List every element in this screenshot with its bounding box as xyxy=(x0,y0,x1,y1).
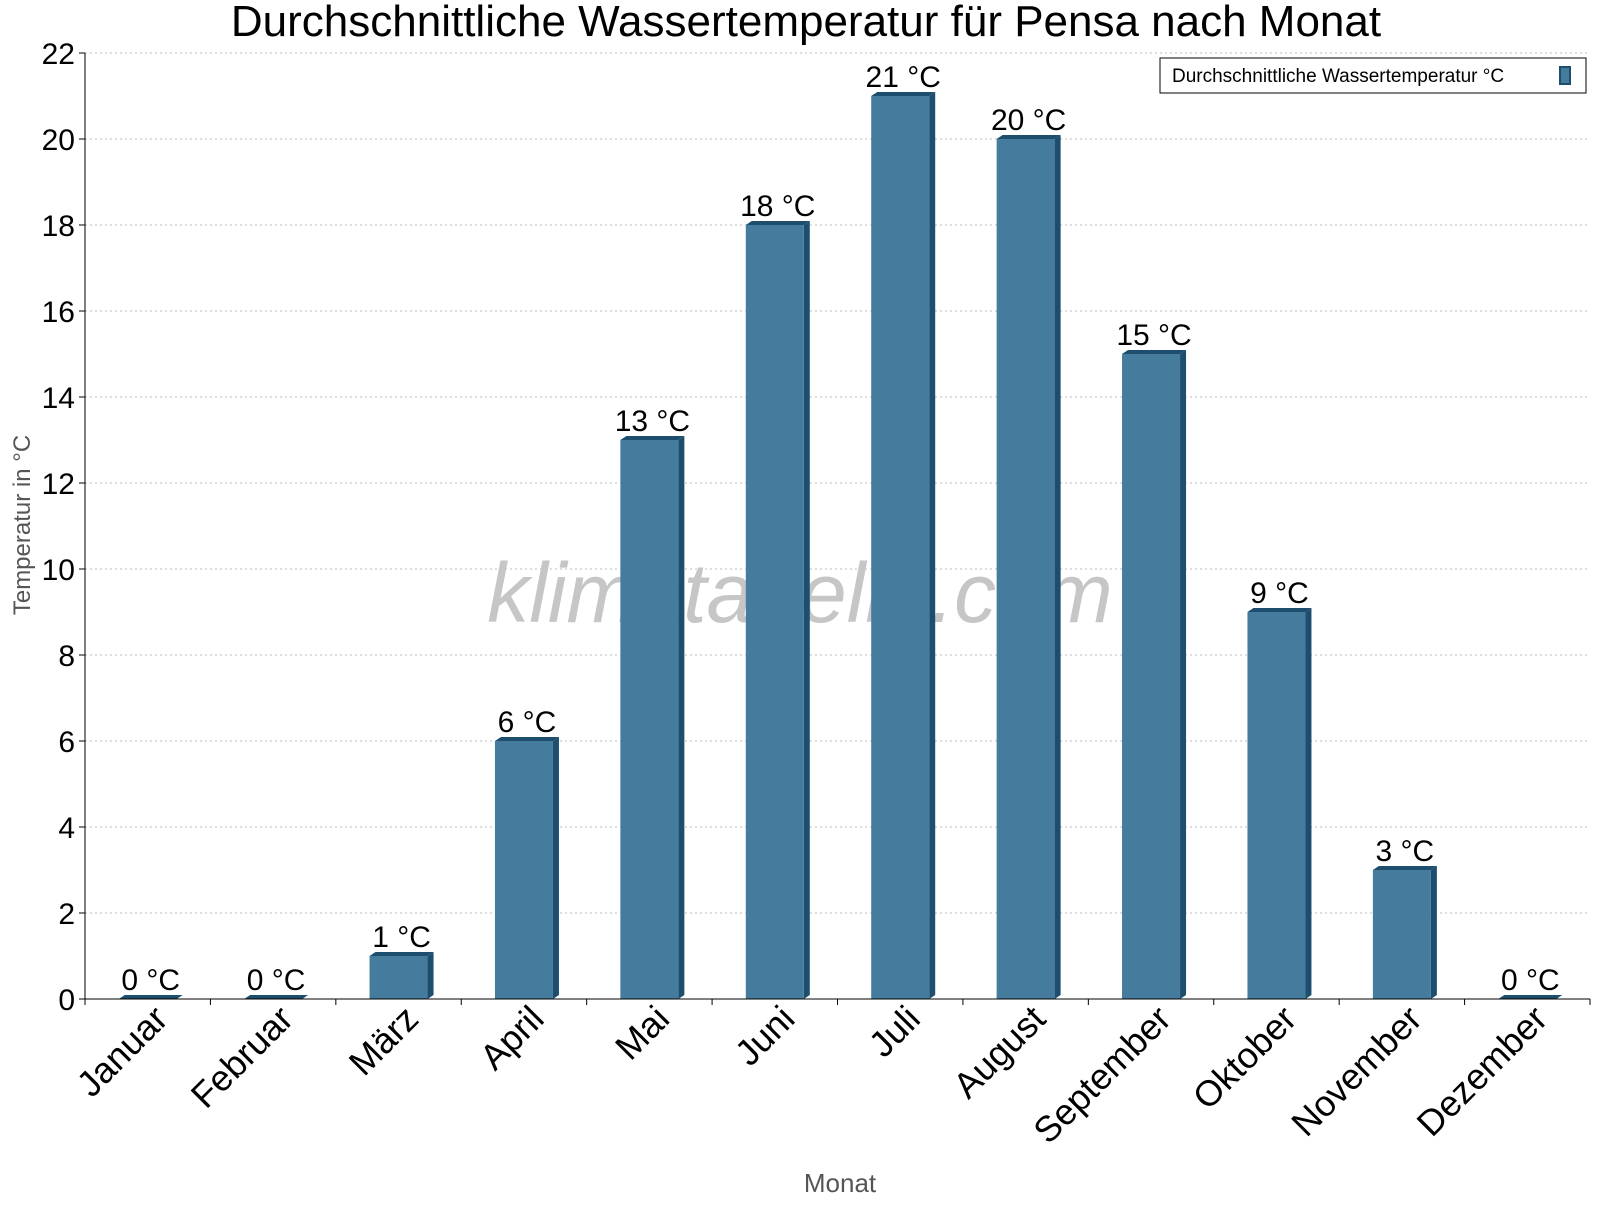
bar-top xyxy=(118,995,183,999)
bar xyxy=(620,436,685,999)
bar-side xyxy=(1305,608,1312,999)
data-label: 20 °C xyxy=(991,104,1066,137)
bar xyxy=(1498,995,1563,999)
bar-face xyxy=(871,96,930,999)
bar-top xyxy=(996,135,1061,139)
y-tick-label: 8 xyxy=(58,640,75,673)
bar xyxy=(1247,608,1312,999)
bar-top xyxy=(1498,995,1563,999)
y-axis-title: Temperatur in °C xyxy=(9,435,36,615)
bar xyxy=(745,221,810,999)
x-tick-label: Mai xyxy=(607,998,677,1068)
y-tick-label: 2 xyxy=(58,898,75,931)
bar-face xyxy=(745,225,804,999)
data-label: 9 °C xyxy=(1250,577,1309,610)
bar-face xyxy=(494,741,553,999)
data-label: 0 °C xyxy=(121,964,180,997)
x-tick-label: Dezember xyxy=(1409,998,1555,1144)
data-label: 1 °C xyxy=(372,921,431,954)
bar-side xyxy=(1180,350,1187,999)
bar-top xyxy=(871,92,936,96)
bar-top xyxy=(1372,866,1437,870)
data-label: 21 °C xyxy=(866,61,941,94)
y-tick-label: 12 xyxy=(42,468,75,501)
legend-label: Durchschnittliche Wassertemperatur °C xyxy=(1172,66,1504,87)
x-tick-label: Juni xyxy=(727,998,803,1074)
chart-title: Durchschnittliche Wassertemperatur für P… xyxy=(231,0,1381,46)
x-tick-label: September xyxy=(1025,998,1179,1152)
x-tick-label: Januar xyxy=(69,998,176,1105)
y-tick-label: 0 xyxy=(58,984,75,1017)
bar-face xyxy=(996,139,1055,999)
y-tick-label: 10 xyxy=(42,554,75,587)
data-label: 13 °C xyxy=(615,405,690,438)
bar-top xyxy=(1122,350,1187,354)
bar xyxy=(1122,350,1187,999)
bar xyxy=(494,737,559,999)
data-label: 0 °C xyxy=(1501,964,1560,997)
bar-face xyxy=(1372,870,1431,999)
bar-face xyxy=(1247,612,1306,999)
legend-swatch xyxy=(1559,66,1571,85)
legend-box xyxy=(1159,57,1587,94)
y-tick-label: 4 xyxy=(58,812,75,845)
bar-side xyxy=(678,436,685,999)
bar xyxy=(871,92,936,999)
bar-face xyxy=(1122,354,1181,999)
bar-side xyxy=(929,92,936,999)
bar-face xyxy=(620,440,679,999)
bars-layer xyxy=(118,92,1563,999)
axis-layer: 0 2 4 6 8 10 12 14 16 18 20 22 xyxy=(42,38,1591,1017)
x-tick-label: Februar xyxy=(183,998,301,1116)
y-tick-label: 18 xyxy=(42,210,75,243)
data-label: 18 °C xyxy=(740,190,815,223)
data-label: 6 °C xyxy=(498,706,557,739)
bar-side xyxy=(1054,135,1061,999)
bar-top xyxy=(494,737,559,741)
bar-top xyxy=(369,952,434,956)
bar xyxy=(118,995,183,999)
bar-side xyxy=(552,737,559,999)
x-tick-label: Oktober xyxy=(1185,998,1305,1118)
bar-top xyxy=(620,436,685,440)
x-tick-label: April xyxy=(472,998,552,1078)
grid-layer xyxy=(85,52,1590,914)
data-label: 3 °C xyxy=(1376,835,1435,868)
y-tick-label: 16 xyxy=(42,296,75,329)
bar xyxy=(996,135,1061,999)
bar xyxy=(369,952,434,999)
x-tick-label: November xyxy=(1283,998,1429,1144)
bar xyxy=(1372,866,1437,999)
y-tick-label: 22 xyxy=(42,38,75,71)
bar-top xyxy=(1247,608,1312,612)
legend: Durchschnittliche Wassertemperatur °C xyxy=(1159,57,1587,94)
bar xyxy=(244,995,309,999)
bar-top xyxy=(745,221,810,225)
x-tick-label: Juli xyxy=(861,998,928,1065)
y-tick-label: 20 xyxy=(42,124,75,157)
x-tick-label: März xyxy=(341,998,427,1084)
x-tick-label: August xyxy=(945,998,1053,1106)
bar-face xyxy=(369,956,428,999)
y-tick-label: 14 xyxy=(42,382,75,415)
bar-side xyxy=(803,221,810,999)
data-label: 15 °C xyxy=(1116,319,1191,352)
y-tick-label: 6 xyxy=(58,726,75,759)
data-label: 0 °C xyxy=(247,964,306,997)
bar-top xyxy=(244,995,309,999)
bar-side xyxy=(427,952,434,999)
bar-side xyxy=(1430,866,1437,999)
x-axis-title: Monat xyxy=(804,1168,877,1198)
